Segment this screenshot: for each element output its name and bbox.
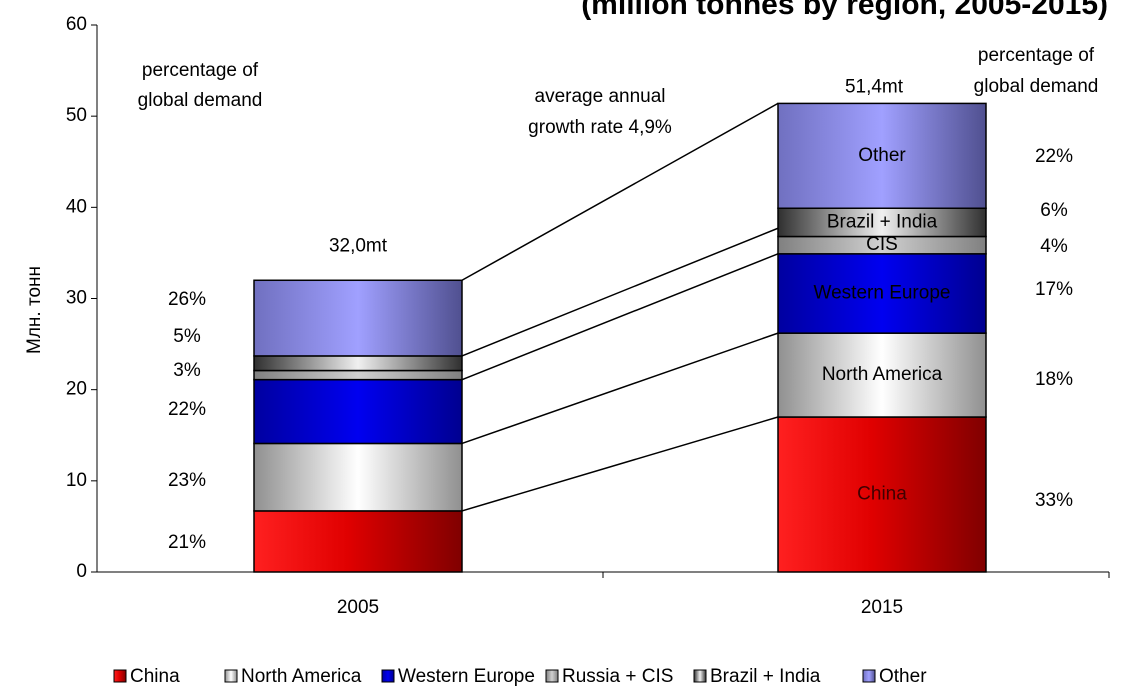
bar-segment bbox=[777, 207, 987, 238]
connector bbox=[461, 227, 779, 357]
y-tick-label: 50 bbox=[66, 105, 87, 126]
bar-segment bbox=[253, 369, 463, 381]
chart-title: (million tonnes by region, 2005-2015) bbox=[581, 0, 1108, 21]
share-label: 18% bbox=[1035, 369, 1073, 390]
x-tick-label: 2015 bbox=[861, 597, 903, 618]
share-label: 33% bbox=[1035, 490, 1073, 511]
bar-segment bbox=[777, 253, 987, 334]
share-label: 23% bbox=[168, 470, 206, 491]
segment-label: Brazil + India bbox=[827, 211, 938, 232]
legend-swatch bbox=[381, 669, 395, 683]
bar-segment bbox=[253, 510, 463, 573]
legend-label: Western Europe bbox=[398, 666, 535, 686]
share-label: 22% bbox=[168, 399, 206, 420]
segment-label: Western Europe bbox=[814, 283, 951, 304]
y-tick-label: 40 bbox=[66, 196, 87, 217]
bar-segment bbox=[777, 416, 987, 573]
legend-label: China bbox=[130, 666, 180, 686]
segment-label: China bbox=[857, 484, 907, 505]
connector bbox=[461, 332, 779, 445]
legend-label: North America bbox=[241, 666, 362, 686]
bar-segment bbox=[253, 355, 463, 372]
bar-segment bbox=[253, 442, 463, 512]
share-label: 3% bbox=[173, 360, 201, 381]
connector bbox=[461, 253, 779, 381]
bar-segment bbox=[777, 332, 987, 418]
annotation: growth rate 4,9% bbox=[528, 117, 672, 138]
share-label: 17% bbox=[1035, 279, 1073, 300]
legend-swatch bbox=[545, 669, 559, 683]
annotation: global demand bbox=[974, 76, 1099, 97]
connector bbox=[461, 416, 779, 512]
share-label: 21% bbox=[168, 532, 206, 553]
annotation: percentage of bbox=[978, 45, 1095, 66]
segment-label: North America bbox=[822, 364, 943, 385]
legend-swatch bbox=[113, 669, 127, 683]
annotation: average annual bbox=[535, 86, 666, 107]
y-tick-label: 0 bbox=[76, 561, 87, 582]
y-tick-label: 10 bbox=[66, 470, 87, 491]
legend-label: Brazil + India bbox=[710, 666, 821, 686]
y-tick-label: 20 bbox=[66, 379, 87, 400]
legend-swatch bbox=[862, 669, 876, 683]
share-label: 26% bbox=[168, 289, 206, 310]
y-tick-label: 30 bbox=[66, 288, 87, 309]
y-tick-label: 60 bbox=[66, 14, 87, 35]
share-label: 4% bbox=[1040, 236, 1068, 257]
y-axis-label: Млн. тонн bbox=[24, 266, 45, 354]
legend-swatch bbox=[224, 669, 238, 683]
legend-label: Russia + CIS bbox=[562, 666, 673, 686]
x-tick-label: 2005 bbox=[337, 597, 379, 618]
segment-label: CIS bbox=[866, 234, 898, 255]
segment-label: Other bbox=[858, 145, 906, 166]
annotation: global demand bbox=[138, 90, 263, 111]
share-label: 5% bbox=[173, 326, 201, 347]
bar-segment bbox=[253, 378, 463, 445]
annotation: percentage of bbox=[142, 60, 259, 81]
bar-segment bbox=[777, 102, 987, 209]
bar-segment bbox=[253, 279, 463, 357]
total-label: 32,0mt bbox=[329, 235, 388, 256]
legend-label: Other bbox=[879, 666, 927, 686]
connector bbox=[461, 102, 779, 281]
share-label: 6% bbox=[1040, 200, 1068, 221]
total-label: 51,4mt bbox=[845, 76, 904, 97]
share-label: 22% bbox=[1035, 146, 1073, 167]
legend-swatch bbox=[693, 669, 707, 683]
